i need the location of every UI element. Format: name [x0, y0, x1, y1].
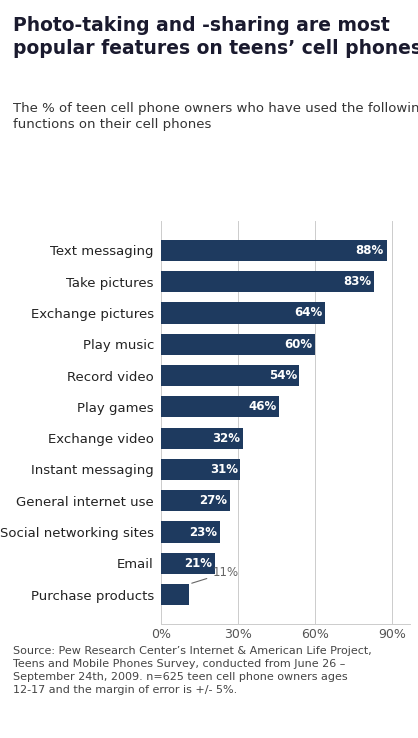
- Text: 64%: 64%: [294, 306, 322, 320]
- Bar: [161, 271, 374, 292]
- Text: 83%: 83%: [343, 275, 371, 288]
- Text: 60%: 60%: [284, 338, 312, 351]
- Text: 88%: 88%: [356, 244, 384, 257]
- Bar: [161, 427, 243, 449]
- Text: 21%: 21%: [184, 557, 212, 570]
- Text: The % of teen cell phone owners who have used the following
functions on their c: The % of teen cell phone owners who have…: [13, 102, 418, 131]
- Text: 54%: 54%: [269, 369, 297, 382]
- Text: 31%: 31%: [210, 463, 238, 476]
- Text: 46%: 46%: [248, 400, 276, 413]
- Bar: [161, 240, 387, 261]
- Text: 32%: 32%: [212, 432, 240, 445]
- Bar: [161, 584, 189, 605]
- Text: 27%: 27%: [199, 494, 227, 507]
- Bar: [161, 334, 315, 355]
- Bar: [161, 303, 325, 323]
- Text: 11%: 11%: [192, 566, 238, 583]
- Text: 23%: 23%: [189, 525, 217, 539]
- Bar: [161, 522, 220, 542]
- Text: Photo-taking and -sharing are most
popular features on teens’ cell phones: Photo-taking and -sharing are most popul…: [13, 16, 418, 58]
- Bar: [161, 396, 279, 418]
- Text: Source: Pew Research Center’s Internet & American Life Project,
Teens and Mobile: Source: Pew Research Center’s Internet &…: [13, 646, 371, 695]
- Bar: [161, 553, 215, 574]
- Bar: [161, 490, 230, 511]
- Bar: [161, 459, 240, 480]
- Bar: [161, 365, 299, 386]
